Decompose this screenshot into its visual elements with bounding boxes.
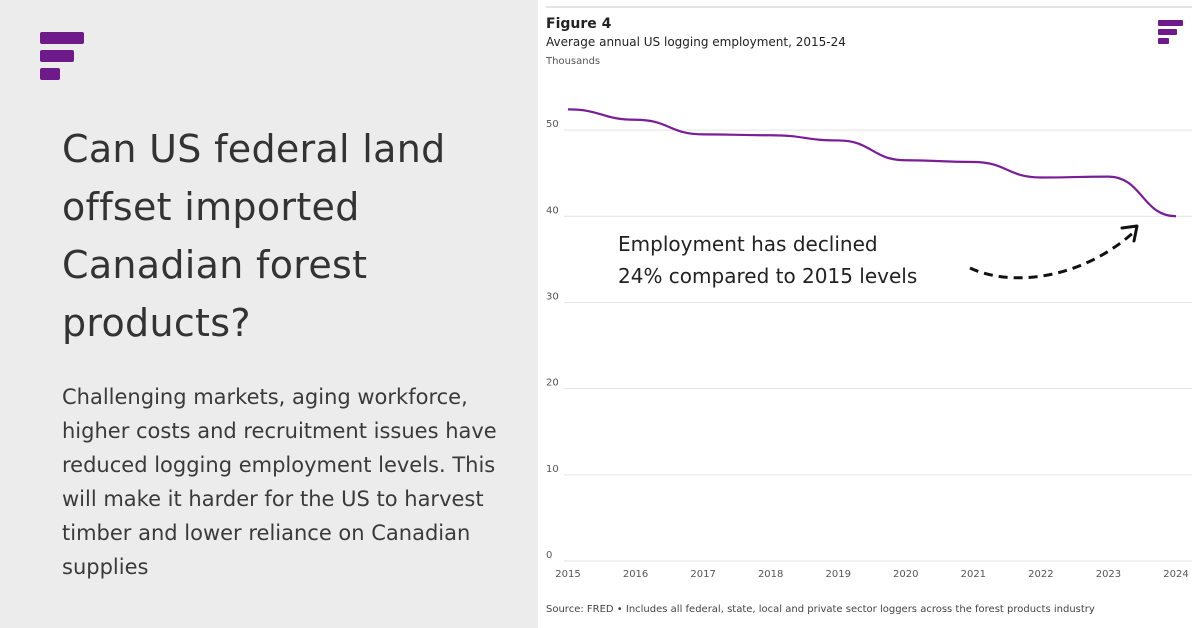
headline: Can US federal land offset imported Cana… xyxy=(62,127,446,345)
x-tick-label: 2018 xyxy=(758,569,783,580)
x-tick-label: 2021 xyxy=(961,569,986,580)
figure-unit: Thousands xyxy=(546,56,601,67)
summary-text: Challenging markets, aging workforce, hi… xyxy=(62,385,497,579)
x-tick-label: 2024 xyxy=(1163,569,1188,580)
y-tick-label: 10 xyxy=(546,464,559,475)
y-tick-label: 30 xyxy=(546,291,559,302)
figure-label: Figure 4 xyxy=(546,16,612,32)
line-chart: 0 10 20 30 40 50 2015 2016 2017 2018 2019 2020 2021… xyxy=(546,108,1192,580)
annotation-line-2: 24% compared to 2015 levels xyxy=(618,264,918,288)
x-tick-label: 2022 xyxy=(1028,569,1053,580)
x-tick-label: 2015 xyxy=(555,569,580,580)
annotation-line-1: Employment has declined xyxy=(618,232,878,256)
x-tick-label: 2020 xyxy=(893,569,918,580)
chart-annotation: Employment has declined 24% compared to … xyxy=(618,228,917,292)
y-tick-label: 50 xyxy=(546,119,559,130)
brand-logo-icon xyxy=(40,32,86,82)
x-tick-label: 2016 xyxy=(623,569,648,580)
y-tick-label: 0 xyxy=(546,550,552,561)
source-note: Source: FRED • Includes all federal, sta… xyxy=(546,604,1095,615)
dashed-curved-arrow-icon xyxy=(969,224,1139,280)
x-tick-label: 2023 xyxy=(1096,569,1121,580)
x-tick-label: 2019 xyxy=(825,569,850,580)
y-tick-label: 20 xyxy=(546,378,559,389)
top-rule xyxy=(546,6,1192,8)
brand-logo-small-icon xyxy=(1158,20,1184,48)
figure-title: Average annual US logging employment, 20… xyxy=(546,35,846,49)
y-tick-label: 40 xyxy=(546,205,559,216)
left-panel: Can US federal land offset imported Cana… xyxy=(0,0,538,628)
x-tick-label: 2017 xyxy=(690,569,715,580)
figure-panel: Figure 4 Average annual US logging emplo… xyxy=(538,0,1200,628)
series-line xyxy=(567,108,1177,218)
